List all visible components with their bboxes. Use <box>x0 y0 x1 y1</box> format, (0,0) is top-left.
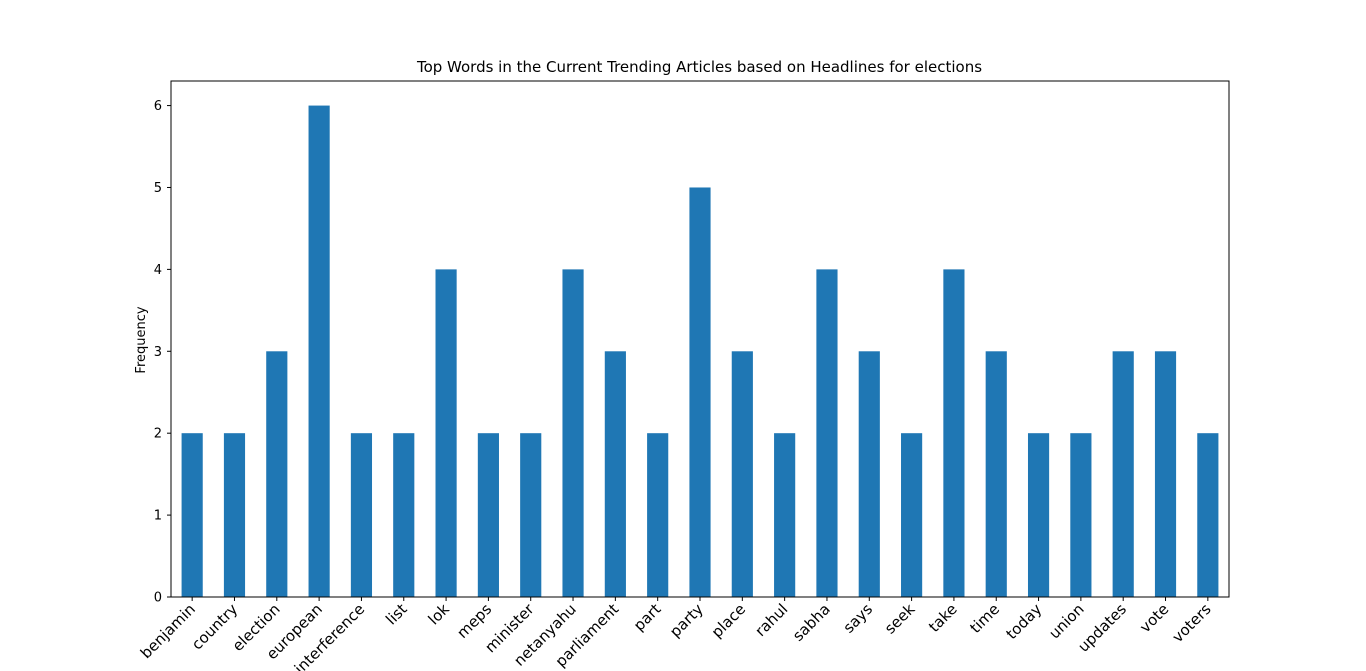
bar-benjamin <box>181 433 203 597</box>
x-tick-label-voters: voters <box>1169 600 1215 646</box>
bar-party <box>689 187 711 598</box>
bar-minister <box>520 433 542 597</box>
x-tick-label-party: party <box>666 600 707 641</box>
bar-part <box>647 433 669 597</box>
x-tick-label-part: part <box>630 600 665 635</box>
x-tick-label-rahul: rahul <box>751 600 791 640</box>
bar-updates <box>1112 351 1134 597</box>
bar-list <box>393 433 415 597</box>
chart-title: Top Words in the Current Trending Articl… <box>416 58 982 76</box>
bar-netanyahu <box>562 269 584 597</box>
y-tick-label: 4 <box>154 263 162 278</box>
y-tick-label: 6 <box>154 99 162 114</box>
bar-take <box>943 269 965 597</box>
y-tick-label: 0 <box>154 591 162 606</box>
x-tick-label-list: list <box>382 600 410 628</box>
bar-vote <box>1154 351 1177 597</box>
y-tick-label: 3 <box>154 345 162 360</box>
bar-election <box>266 351 288 597</box>
bar-today <box>1027 433 1050 597</box>
bar-european <box>308 105 330 597</box>
x-tick-label-place: place <box>708 600 749 641</box>
x-tick-label-lok: lok <box>425 600 454 629</box>
bar-voters <box>1197 433 1219 597</box>
y-tick-label: 2 <box>154 427 162 442</box>
bar-meps <box>477 433 499 597</box>
bar-parliament <box>604 351 626 597</box>
x-tick-label-benjamin: benjamin <box>137 600 199 662</box>
x-tick-label-sabha: sabha <box>789 600 834 645</box>
x-tick-label-take: take <box>925 600 961 636</box>
bar-interference <box>350 433 373 597</box>
bar-seek <box>901 433 923 597</box>
x-tick-label-vote: vote <box>1136 600 1172 636</box>
y-tick-label: 5 <box>154 181 162 196</box>
bar-rahul <box>774 433 796 597</box>
plot-area: 0123456benjamincountryelectioneuropeanin… <box>137 80 1230 671</box>
bar-country <box>223 433 246 597</box>
bar-sabha <box>816 269 838 597</box>
bar-union <box>1070 433 1092 597</box>
x-tick-label-today: today <box>1002 600 1045 643</box>
bar-lok <box>435 269 457 597</box>
y-tick-label: 1 <box>154 509 162 524</box>
y-axis-label: Frequency <box>134 306 149 373</box>
bar-place <box>731 351 753 597</box>
bar-says <box>858 351 880 597</box>
x-tick-label-time: time <box>966 600 1003 637</box>
bar-time <box>985 351 1007 597</box>
x-tick-label-seek: seek <box>881 600 919 638</box>
x-tick-label-says: says <box>840 600 877 637</box>
